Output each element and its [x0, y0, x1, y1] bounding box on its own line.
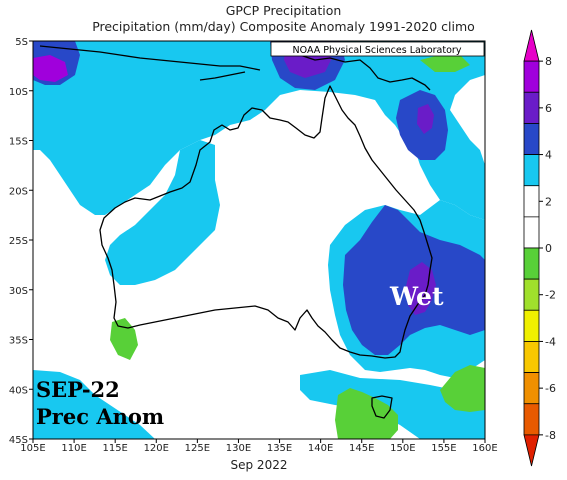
colorbar-segment	[523, 278, 540, 311]
new-guinea-coastline	[299, 54, 431, 91]
australia-coastline	[99, 85, 433, 359]
y-tick-label: 25S	[9, 236, 28, 247]
x-tick-label: 155E	[431, 443, 456, 454]
x-tick-label: 110E	[61, 443, 86, 454]
y-tick-label: 35S	[9, 336, 28, 347]
x-tick-label: 135E	[267, 443, 292, 454]
colorbar-segment	[523, 123, 540, 155]
x-tick-label: 120E	[144, 443, 169, 454]
overlay-date: SEP-22	[36, 377, 120, 402]
colorbar-segment	[523, 247, 540, 280]
x-tick-label: 115E	[102, 443, 127, 454]
colorbar-segment	[523, 91, 540, 124]
x-tick-label: 125E	[185, 443, 210, 454]
x-axis-label: Sep 2022	[231, 458, 288, 472]
colorbar-label: 4	[545, 149, 552, 162]
anomaly-region-green-northeast	[420, 55, 470, 72]
anomaly-region-purple-east	[405, 262, 436, 315]
colorbar-segment	[523, 434, 540, 467]
x-tick-label: 145E	[349, 443, 374, 454]
anomaly-region-purple-northeast	[417, 104, 434, 134]
colorbar-segment	[523, 185, 540, 218]
colorbar-segment	[523, 309, 540, 342]
y-tick-label: 40S	[9, 385, 28, 396]
timor-coastline	[199, 71, 246, 81]
x-tick-label: 140E	[308, 443, 333, 454]
colorbar-segment	[523, 60, 540, 93]
x-tick-label: 105E	[20, 443, 45, 454]
colorbar-segment	[523, 29, 540, 62]
chart-subtitle: Precipitation (mm/day) Composite Anomaly…	[92, 19, 475, 34]
anomaly-region-green-southwest	[110, 318, 138, 360]
colorbar-segment	[523, 154, 540, 187]
colorbar-segment	[523, 403, 540, 436]
colorbar-segment	[523, 372, 540, 405]
anomaly-region-green-tasmania	[335, 388, 398, 439]
colorbar-label: -6	[545, 382, 556, 395]
x-tick-label: 160E	[472, 443, 497, 454]
colorbar-label: -4	[545, 335, 556, 348]
x-tick-label: 130E	[226, 443, 251, 454]
anomaly-region-lightblue-southwest	[33, 370, 155, 439]
overlay-caption: Prec Anom	[36, 404, 164, 429]
y-tick-label: 15S	[9, 137, 28, 148]
y-tick-label: 10S	[9, 87, 28, 98]
colorbar-segment	[523, 341, 540, 373]
colorbar-label: 0	[545, 242, 552, 255]
chart-title: GPCP Precipitation	[225, 3, 342, 18]
anomaly-region-purple-northwest	[33, 55, 68, 82]
colorbar-label: -8	[545, 429, 556, 442]
credit-box	[270, 41, 485, 57]
axis-ticks: 105E 110E 115E 120E 125E 130E 135E 140E 145E 150E…	[9, 37, 498, 454]
colorbar-label: 6	[545, 102, 552, 115]
colorbar-label: 8	[545, 55, 552, 68]
anomaly-region-green-southeast	[440, 365, 485, 412]
colorbar-label: 2	[545, 195, 552, 208]
anomaly-region-lightblue-west	[105, 140, 220, 285]
x-tick-label: 150E	[390, 443, 415, 454]
tasmania-coastline	[371, 395, 393, 419]
colorbar: 8 6 4 2 0 -2 -4 -6 -8	[523, 29, 556, 467]
coastline	[39, 45, 433, 419]
credit-text: NOAA Physical Sciences Laboratory	[293, 45, 462, 56]
y-tick-label: 30S	[9, 286, 28, 297]
colorbar-label: -2	[545, 289, 556, 302]
anomaly-region-lightblue-north	[33, 41, 485, 220]
overlay-wet-label: Wet	[389, 282, 444, 311]
anomaly-region-lightblue-south	[300, 370, 485, 439]
y-tick-label: 20S	[9, 186, 28, 197]
colorbar-segment	[523, 216, 540, 249]
indonesia-coastline	[39, 45, 261, 71]
y-tick-label: 45S	[9, 435, 28, 446]
y-tick-label: 5S	[15, 37, 28, 48]
